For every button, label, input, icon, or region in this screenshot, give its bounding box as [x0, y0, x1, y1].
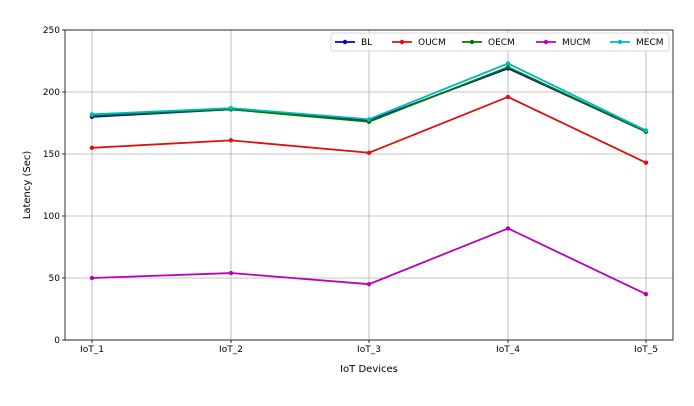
- data-point-oucm: [89, 145, 95, 150]
- data-point-mecm: [505, 61, 511, 66]
- data-point-oucm: [643, 160, 649, 165]
- x-tick-label: IoT_2: [219, 345, 243, 355]
- data-point-oucm: [505, 94, 511, 100]
- x-tick-label: IoT_1: [80, 345, 104, 355]
- grid: [65, 29, 673, 341]
- legend-item-bl: BL: [335, 38, 372, 48]
- legend-item-oucm: OUCM: [392, 38, 446, 48]
- legend-label: OUCM: [418, 38, 446, 48]
- legend-label: MECM: [636, 38, 664, 48]
- data-point-mecm: [366, 117, 372, 122]
- legend-marker: [469, 39, 475, 45]
- legend-item-mucm: MUCM: [536, 38, 590, 48]
- data-point-mucm: [228, 270, 234, 276]
- legend-label: MUCM: [562, 38, 590, 48]
- legend-box: [330, 32, 670, 52]
- y-tick-label: 0: [54, 336, 60, 346]
- series-oucm: [89, 94, 649, 165]
- data-point-oucm: [366, 150, 372, 155]
- y-tick-label: 200: [43, 88, 60, 98]
- legend-marker: [617, 39, 623, 45]
- legend-marker: [399, 39, 405, 45]
- legend-item-oecm: OECM: [462, 38, 515, 48]
- data-point-mucm: [505, 226, 511, 231]
- x-tick-label: IoT_4: [496, 345, 520, 355]
- legend: BL OUCM OECM MUCM MECM: [330, 32, 670, 52]
- x-tick-label: IoT_5: [634, 345, 658, 355]
- y-tick-label: 150: [43, 150, 60, 160]
- series-layer: [89, 61, 649, 297]
- legend-label: OECM: [488, 38, 515, 48]
- x-tick-label: IoT_3: [357, 345, 381, 355]
- data-point-mecm: [228, 105, 234, 111]
- data-point-oecm: [505, 65, 511, 70]
- x-axis-label: IoT Devices: [340, 364, 398, 375]
- legend-label: BL: [361, 38, 372, 48]
- data-point-mucm: [366, 282, 372, 287]
- x-axis-ticks: IoT_1 IoT_2 IoT_3 IoT_4 IoT_5: [80, 340, 658, 355]
- data-point-mucm: [643, 291, 649, 297]
- data-point-mecm: [89, 112, 95, 117]
- data-point-oucm: [228, 138, 234, 143]
- y-axis-ticks: 0 50 100 150 200 250: [43, 26, 65, 346]
- series-mecm: [89, 61, 649, 133]
- legend-marker: [543, 39, 549, 45]
- data-point-mecm: [643, 128, 649, 133]
- legend-marker: [342, 39, 348, 45]
- data-point-mucm: [89, 275, 95, 281]
- y-tick-label: 100: [43, 212, 60, 222]
- legend-item-mecm: MECM: [610, 38, 664, 48]
- y-tick-label: 50: [49, 274, 61, 284]
- y-axis-label: Latency (Sec): [22, 151, 33, 220]
- y-tick-label: 250: [43, 26, 60, 36]
- series-mucm: [89, 226, 649, 297]
